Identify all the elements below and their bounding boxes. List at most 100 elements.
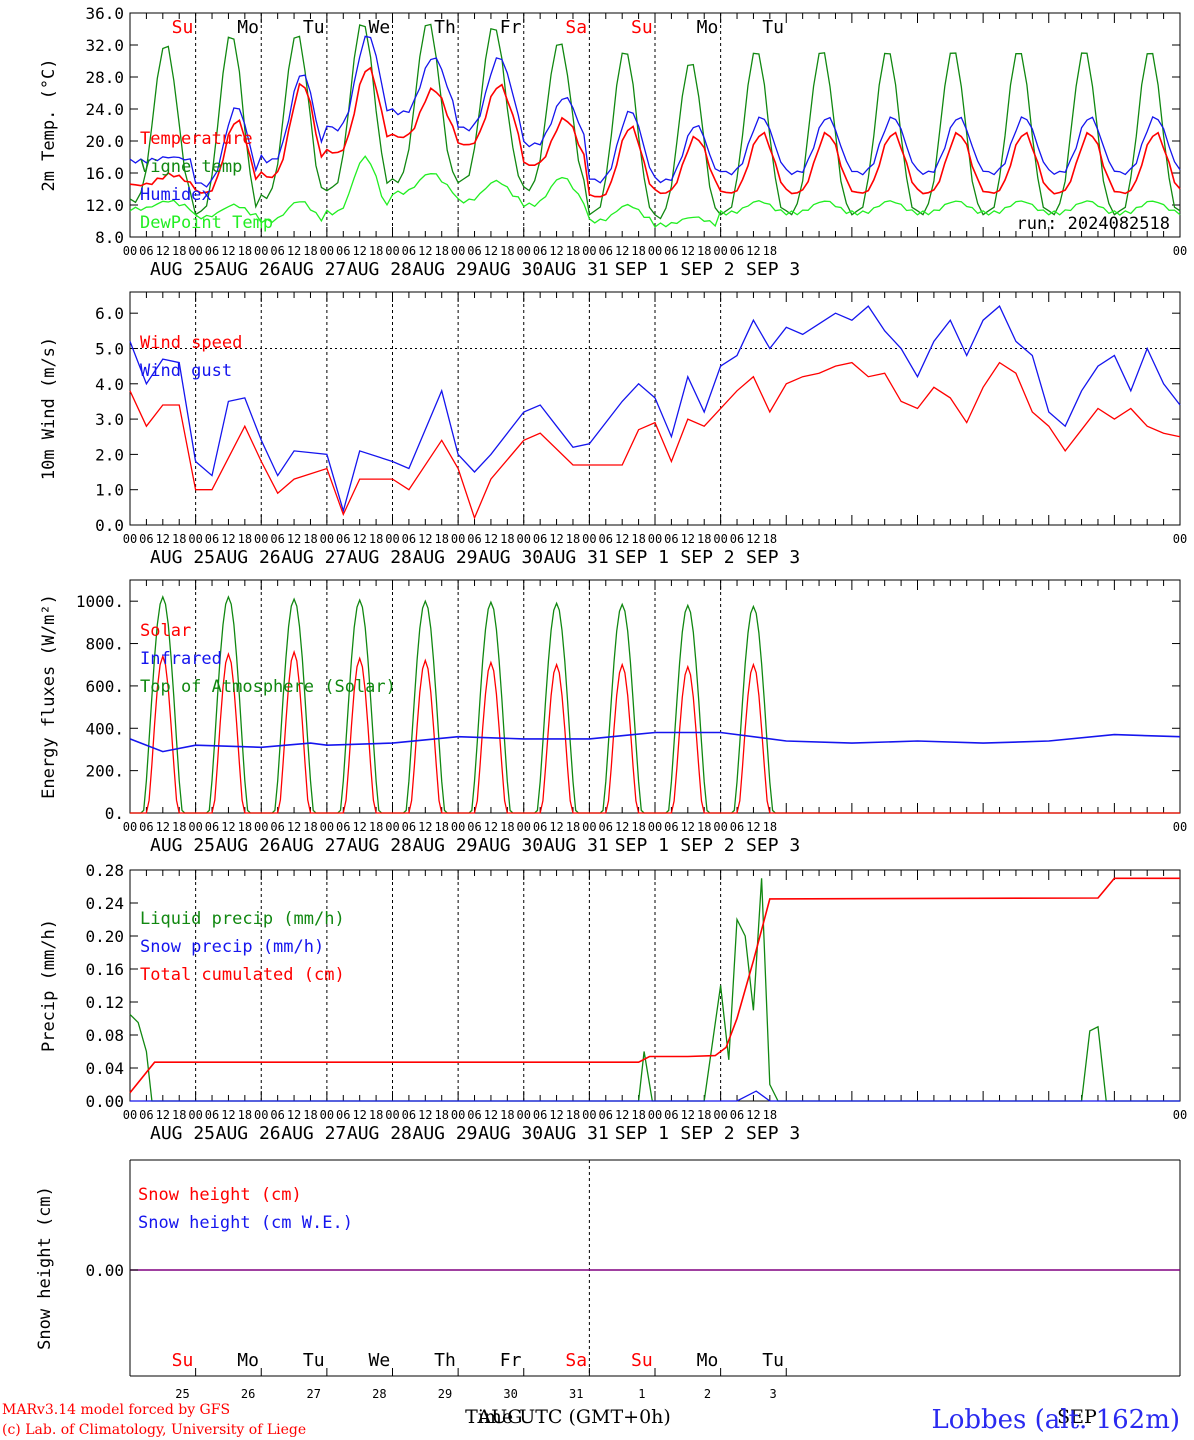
date-label: AUG 30 [478, 835, 543, 856]
hour-tick-label: 06 [730, 532, 744, 546]
y-tick-label: 5.0 [95, 339, 124, 358]
hour-tick-label: 12 [746, 532, 760, 546]
y-tick-label: 1000. [76, 592, 124, 611]
hour-tick-label: 18 [303, 820, 317, 834]
hour-tick-label: 18 [631, 1108, 645, 1122]
date-label: AUG 25 [150, 835, 215, 856]
hour-tick-label: 18 [631, 244, 645, 258]
hour-tick-label: 06 [664, 1108, 678, 1122]
hour-tick-label: 06 [205, 532, 219, 546]
hour-tick-label: 12 [418, 820, 432, 834]
hour-tick-label: 06 [467, 1108, 481, 1122]
y-tick-label: 800. [85, 635, 124, 654]
hour-tick-label: 18 [172, 244, 186, 258]
y-tick-label: 20.0 [85, 132, 124, 151]
date-label: AUG 29 [412, 547, 477, 568]
y-axis-label: Precip (mm/h) [39, 919, 59, 1052]
month-label: AUG [477, 1406, 523, 1428]
hour-tick-label: 06 [599, 244, 613, 258]
hour-tick-label: 12 [352, 244, 366, 258]
hour-tick-label: 18 [566, 1108, 580, 1122]
hour-tick-label: 12 [221, 244, 235, 258]
hour-tick-label: 12 [746, 1108, 760, 1122]
date-label: SEP 3 [746, 259, 800, 280]
hour-tick-label: 06 [139, 532, 153, 546]
hour-tick-label: 12 [484, 820, 498, 834]
hour-tick-label: 00 [385, 244, 399, 258]
hour-tick-label: 12 [615, 244, 629, 258]
hour-tick-label: 00 [320, 244, 334, 258]
hour-tick-label: 12 [484, 532, 498, 546]
hour-tick-label: 12 [156, 820, 170, 834]
hour-tick-label: 06 [533, 820, 547, 834]
hour-tick-label: 12 [549, 1108, 563, 1122]
hour-tick-label: 00 [451, 820, 465, 834]
hour-tick-label: 00 [517, 244, 531, 258]
hour-tick-label: 06 [533, 532, 547, 546]
day-of-week-label: Sa [565, 1350, 587, 1371]
hour-tick-label: 12 [221, 820, 235, 834]
hour-tick-label: 00 [254, 532, 268, 546]
day-of-week-label: Su [172, 17, 194, 38]
date-label: SEP 3 [746, 835, 800, 856]
y-tick-label: 0.0 [95, 516, 124, 535]
hour-tick-label: 00 [582, 1108, 596, 1122]
y-tick-label: 600. [85, 677, 124, 696]
hour-tick-label: 00 [123, 244, 137, 258]
hour-tick-label: 06 [336, 244, 350, 258]
y-tick-label: 0.20 [85, 927, 124, 946]
day-of-week-label: Mo [697, 1350, 719, 1371]
legend-entry: Snow precip (mm/h) [140, 937, 324, 957]
y-tick-label: 0.12 [85, 993, 124, 1012]
date-label: SEP 1 [615, 259, 669, 280]
hour-tick-label: 18 [369, 532, 383, 546]
model-credit: MARv3.14 model forced by GFS [2, 1402, 230, 1418]
hour-tick-label: 18 [172, 1108, 186, 1122]
hour-tick-label: 00 [713, 1108, 727, 1122]
y-tick-label: 6.0 [95, 304, 124, 323]
date-label: AUG 30 [478, 547, 543, 568]
y-tick-label: 36.0 [85, 4, 124, 23]
date-label: AUG 26 [216, 259, 281, 280]
hour-tick-label: 12 [549, 244, 563, 258]
hour-tick-label: 12 [681, 244, 695, 258]
hour-tick-label: 06 [467, 244, 481, 258]
legend-entry: Humidex [140, 185, 212, 205]
hour-tick-label: 18 [763, 244, 777, 258]
hour-tick-label: 12 [156, 532, 170, 546]
hour-tick-label: 12 [681, 1108, 695, 1122]
date-label: AUG 27 [281, 259, 346, 280]
hour-tick-label: 00 [188, 820, 202, 834]
day-number-label: 3 [770, 1387, 777, 1401]
day-of-week-label: Th [434, 1350, 456, 1371]
y-tick-label: 24.0 [85, 100, 124, 119]
panel-5: 0.00 Snow height (cm) Snow height (cm) Snow… [35, 1159, 1181, 1401]
hour-tick-label: 00 [254, 1108, 268, 1122]
hour-tick-label: 06 [205, 244, 219, 258]
hour-tick-label: 00 [320, 532, 334, 546]
hour-tick-label: 18 [238, 820, 252, 834]
panel-1: 8.0 12.0 16.0 20.0 24.0 28.0 32.0 36.0 2m Temp. … [39, 4, 1187, 280]
hour-tick-label: 18 [500, 244, 514, 258]
date-label: AUG 29 [412, 1123, 477, 1144]
hour-tick-label: 18 [697, 1108, 711, 1122]
hour-tick-label: 18 [172, 532, 186, 546]
legend-entry: Liquid precip (mm/h) [140, 909, 345, 929]
series-line-vigne-temp [129, 23, 1181, 220]
hour-tick-label: 00 [123, 820, 137, 834]
hour-tick-label: 18 [566, 244, 580, 258]
hour-tick-label: 18 [303, 1108, 317, 1122]
hour-tick-label: 12 [418, 244, 432, 258]
y-tick-label: 2.0 [95, 445, 124, 464]
legend-entry: Temperature [140, 129, 253, 149]
hour-tick-label: 00 [123, 532, 137, 546]
date-label: SEP 2 [680, 547, 734, 568]
hour-tick-label: 06 [599, 820, 613, 834]
hour-tick-label: 00 [582, 820, 596, 834]
hour-tick-label: 06 [467, 532, 481, 546]
x-axis-title: Time UTC (GMT+0h) [465, 1406, 671, 1428]
y-tick-label: 200. [85, 762, 124, 781]
day-of-week-label: Mo [237, 17, 259, 38]
hour-tick-label: 00 [713, 532, 727, 546]
